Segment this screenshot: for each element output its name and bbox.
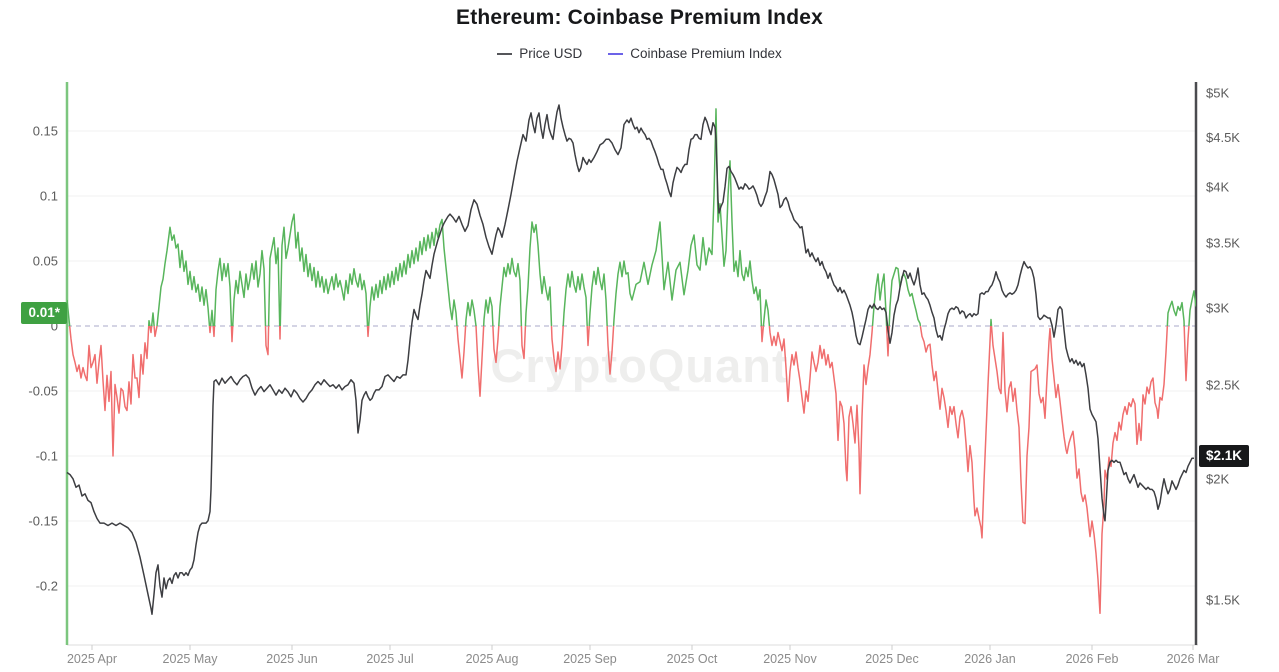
premium-line-swatch-icon xyxy=(608,52,624,55)
x-axis-month-label: 2026 Jan xyxy=(964,652,1015,666)
x-axis-month-label: 2025 Dec xyxy=(865,652,919,666)
x-axis-month-label: 2025 Oct xyxy=(667,652,718,666)
price-latest-value-badge: $2.1K xyxy=(1199,445,1250,467)
legend-item-coinbase-premium-index[interactable]: Coinbase Premium Index xyxy=(608,46,782,61)
right-axis-tick-label: $2K xyxy=(1206,471,1229,486)
x-axis-month-label: 2025 Aug xyxy=(466,652,519,666)
x-axis-month-label: 2025 Jul xyxy=(366,652,413,666)
coinbase-premium-line-negative xyxy=(68,326,1190,615)
x-axis-month-label: 2026 Mar xyxy=(1167,652,1220,666)
left-axis-tick-label: -0.15 xyxy=(28,514,58,529)
legend-label-coinbase-premium-index: Coinbase Premium Index xyxy=(630,46,782,61)
price-line-swatch-icon xyxy=(497,52,513,55)
left-axis-tick-label: 0 xyxy=(51,319,58,334)
legend-item-price-usd[interactable]: Price USD xyxy=(497,46,582,61)
x-axis-month-label: 2025 Sep xyxy=(563,652,617,666)
right-axis-tick-label: $1.5K xyxy=(1206,592,1240,607)
right-axis-tick-label: $5K xyxy=(1206,86,1229,101)
x-axis-month-label: 2025 Jun xyxy=(266,652,317,666)
left-axis-tick-label: -0.2 xyxy=(36,579,58,594)
right-axis-tick-label: $3.5K xyxy=(1206,236,1240,251)
right-axis-tick-label: $4K xyxy=(1206,179,1229,194)
x-axis-month-label: 2025 Nov xyxy=(763,652,817,666)
x-axis-month-label: 2025 Apr xyxy=(67,652,117,666)
right-axis-tick-label: $4.5K xyxy=(1206,130,1240,145)
right-axis-tick-label: $2.5K xyxy=(1206,377,1240,392)
left-axis-tick-label: -0.1 xyxy=(36,449,58,464)
coinbase-premium-line-positive xyxy=(67,108,1196,326)
chart-title: Ethereum: Coinbase Premium Index xyxy=(456,6,823,29)
left-axis-tick-label: 0.15 xyxy=(33,124,58,139)
x-axis-month-label: 2026 Feb xyxy=(1066,652,1119,666)
chart-legend: Price USD Coinbase Premium Index xyxy=(0,46,1279,61)
left-axis-tick-label: 0.05 xyxy=(33,254,58,269)
x-axis-month-label: 2025 May xyxy=(163,652,219,666)
right-axis-tick-label: $3K xyxy=(1206,301,1229,316)
legend-label-price-usd: Price USD xyxy=(519,46,583,61)
price-usd-line xyxy=(66,104,1194,615)
left-axis-tick-label: 0.1 xyxy=(40,189,58,204)
premium-latest-value-badge: 0.01* xyxy=(21,302,67,324)
left-axis-tick-label: -0.05 xyxy=(28,384,58,399)
